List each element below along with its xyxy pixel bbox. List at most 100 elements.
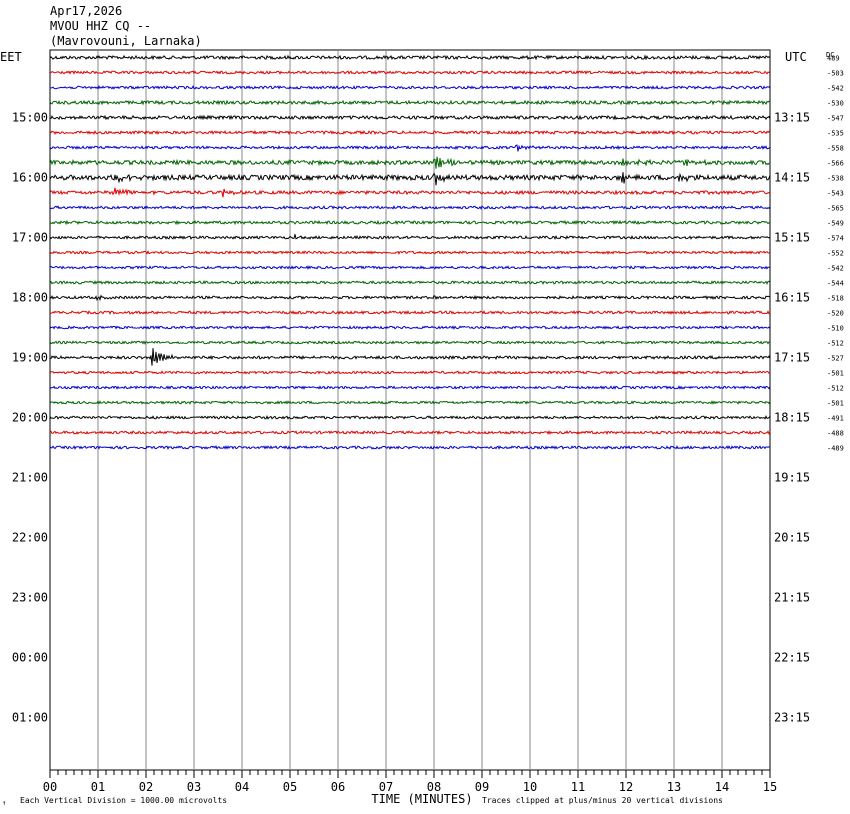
left-time-label: 21:00 [12,471,48,485]
dc-value-row-9: -543 [827,190,844,198]
trace-row-5 [49,129,771,136]
right-time-label: 19:15 [774,471,810,485]
x-axis-ticks [49,770,771,778]
right-time-label: 15:15 [774,231,810,245]
x-tick-label: 14 [715,780,729,794]
trace-row-25 [49,429,771,436]
dc-value-row-13: -552 [827,250,844,258]
header-location: (Mavrovouni, Larnaka) [50,34,202,48]
x-tick-label: 08 [427,780,441,794]
dc-value-row-8: -538 [827,175,844,183]
trace-row-24 [49,414,771,420]
trace-row-3 [49,99,771,106]
footer-clip-note: Traces clipped at plus/minus 20 vertical… [482,796,723,805]
right-timezone-label: UTC [785,50,807,64]
x-tick-label: 03 [187,780,201,794]
minute-gridlines [97,50,723,770]
dc-value-row-17: -520 [827,310,844,318]
left-time-label: 00:00 [12,651,48,665]
left-time-label: 16:00 [12,171,48,185]
trace-row-26 [49,445,771,450]
left-time-label: 20:00 [12,411,48,425]
x-tick-label: 02 [139,780,153,794]
x-axis-title: TIME (MINUTES) [371,792,472,806]
dc-value-row-18: -510 [827,325,844,333]
trace-row-14 [49,265,771,270]
trace-row-10 [49,204,771,210]
trace-row-20 [49,348,771,366]
left-time-label: 01:00 [12,711,48,725]
trace-row-4 [49,114,771,121]
trace-row-18 [49,325,771,330]
dc-value-row-20: -527 [827,355,844,363]
trace-row-12 [49,234,771,240]
x-tick-label: 04 [235,780,249,794]
left-time-label: 15:00 [12,111,48,125]
dc-value-row-22: -512 [827,385,844,393]
trace-row-22 [49,385,771,390]
trace-row-23 [49,400,771,405]
dc-value-row-6: -558 [827,145,844,153]
dc-value-row-11: -549 [827,220,844,228]
dc-value-row-26: -489 [827,445,844,453]
footer-mark: ↑ [2,799,6,807]
trace-row-2 [49,85,771,90]
left-time-label: 19:00 [12,351,48,365]
dc-value-row-7: -566 [827,160,844,168]
x-tick-label: 10 [523,780,537,794]
dc-value-row-16: -518 [827,295,844,303]
x-tick-label: 06 [331,780,345,794]
left-timezone-label: EET [0,50,22,64]
x-tick-label: 09 [475,780,489,794]
right-time-label: 22:15 [774,651,810,665]
dc-value-row-5: -535 [827,130,844,138]
dc-value-row-24: -491 [827,415,844,423]
left-time-label: 23:00 [12,591,48,605]
x-tick-label: 01 [91,780,105,794]
x-tick-label: 13 [667,780,681,794]
dc-value-row-3: -530 [827,100,844,108]
trace-row-11 [49,219,771,226]
header-station: MVOU HHZ CQ -- [50,19,151,33]
trace-row-9 [49,187,771,198]
right-time-label: 21:15 [774,591,810,605]
trace-row-8 [49,172,771,186]
right-time-labels: 13:15 14:15 15:15 16:15 17:15 18:15 19:15 20:15… [774,111,810,725]
trace-row-17 [49,310,771,315]
trace-row-0 [49,54,771,61]
x-tick-label: 15 [763,780,777,794]
dc-value-row-23: -501 [827,400,844,408]
dc-value-row-0: 489 [827,55,840,63]
dc-label: DC [826,51,834,59]
right-time-label: 13:15 [774,111,810,125]
left-time-label: 18:00 [12,291,48,305]
dc-value-row-19: -512 [827,340,844,348]
x-tick-label: 05 [283,780,297,794]
trace-row-19 [49,340,771,345]
right-time-label: 20:15 [774,531,810,545]
dc-value-row-4: -547 [827,115,844,123]
x-tick-label: 07 [379,780,393,794]
right-time-label: 14:15 [774,171,810,185]
dc-value-row-10: -565 [827,205,844,213]
trace-row-16 [49,294,771,302]
dc-value-row-21: -501 [827,370,844,378]
header-date: Apr17,2026 [50,4,122,18]
trace-row-7 [49,156,771,169]
trace-row-21 [49,370,771,375]
right-time-label: 17:15 [774,351,810,365]
right-time-label: 18:15 [774,411,810,425]
trace-row-15 [49,280,771,285]
x-tick-label: 11 [571,780,585,794]
dc-offset-values: 489 -503 -542 -530 -547 -535 -558 -566 -538 -543 -… [827,55,844,453]
x-axis-tick-labels: 00 01 02 03 04 05 06 07 08 09 10 11 12 13 14 15 [43,780,777,794]
x-tick-label: 00 [43,780,57,794]
dc-value-row-14: -542 [827,265,844,273]
dc-value-row-2: -542 [827,85,844,93]
right-time-label: 23:15 [774,711,810,725]
dc-value-row-1: -503 [827,70,844,78]
footer-scale-note: Each Vertical Division = 1000.00 microvo… [20,796,227,805]
x-tick-label: 12 [619,780,633,794]
seismic-traces [49,54,771,450]
